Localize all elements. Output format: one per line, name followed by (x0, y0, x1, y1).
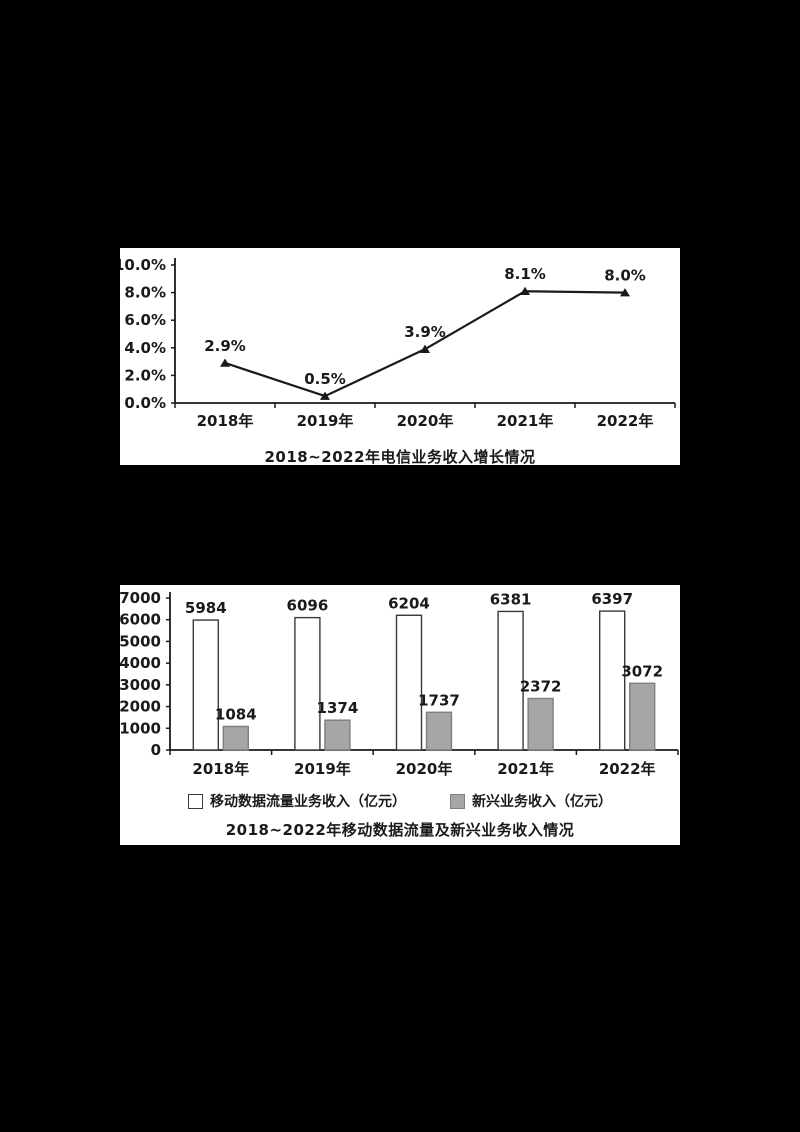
x-category-label: 2022年 (597, 412, 654, 430)
y-tick-label: 4.0% (124, 339, 166, 357)
data-label: 8.0% (604, 267, 646, 285)
bar-chart-title: 2018~2022年移动数据流量及新兴业务收入情况 (225, 821, 575, 839)
y-tick-label: 0.0% (124, 394, 166, 412)
y-tick-label: 2000 (120, 698, 161, 716)
legend-swatch-mobile-data (188, 793, 203, 809)
y-tick-label: 6000 (120, 611, 161, 629)
legend-label-emerging-business: 新兴业务收入（亿元） (472, 794, 612, 810)
y-tick-label: 5000 (120, 632, 161, 650)
y-tick-label: 3000 (120, 676, 161, 694)
telecom-growth-line-chart: 0.0% 2.0% 4.0% 6.0% 8.0% 10.0% 2.9% 2018年 0.5% 20… (120, 256, 676, 430)
x-category-label: 2019年 (297, 412, 354, 430)
x-category-label: 2018年 (192, 760, 249, 778)
data-label: 8.1% (504, 265, 546, 283)
legend-item-emerging-business-revenue: 新兴业务收入（亿元） (450, 791, 612, 811)
bar (599, 610, 626, 751)
bar-data-label: 5984 (185, 599, 227, 617)
marker-triangle (220, 358, 230, 367)
bar (222, 725, 250, 751)
bar (192, 619, 220, 751)
legend-item-mobile-data-revenue: 移动数据流量业务收入（亿元） (188, 791, 406, 811)
bar-data-label: 6096 (287, 597, 329, 615)
y-tick-label: 7000 (120, 589, 161, 607)
bar-data-label: 3072 (621, 662, 663, 680)
y-tick-label: 0 (151, 741, 161, 759)
x-category-label: 2020年 (396, 760, 453, 778)
bar (395, 614, 423, 751)
marker-triangle (320, 391, 330, 400)
bar (294, 616, 321, 751)
bar (497, 610, 524, 751)
data-label: 3.9% (404, 323, 446, 341)
bar-data-label: 1737 (418, 691, 460, 709)
revenue-bar-chart: 0 1000 2000 3000 4000 5000 6000 7000 2018年 5984 10… (120, 589, 679, 778)
y-tick-label: 2.0% (124, 366, 166, 384)
bar-data-label: 1374 (317, 699, 359, 717)
y-tick-label: 10.0% (120, 256, 166, 274)
x-category-label: 2021年 (497, 412, 554, 430)
y-tick-label: 6.0% (124, 311, 166, 329)
x-category-label: 2021年 (497, 760, 554, 778)
marker-triangle (420, 344, 430, 353)
y-tick-label: 8.0% (124, 284, 166, 302)
y-tick-label: 4000 (120, 654, 161, 672)
bar (527, 697, 554, 751)
line-chart-title: 2018~2022年电信业务收入增长情况 (264, 448, 536, 465)
x-category-label: 2019年 (294, 760, 351, 778)
revenue-bar-chart-panel: 0 1000 2000 3000 4000 5000 6000 7000 2018年 5984 10… (120, 585, 680, 845)
legend-label-mobile-data: 移动数据流量业务收入（亿元） (210, 794, 406, 810)
data-label: 0.5% (304, 370, 346, 388)
marker-triangle (520, 286, 530, 296)
bar (629, 682, 656, 751)
line-series (224, 290, 626, 398)
bar-data-label: 1084 (215, 705, 257, 723)
bar (425, 711, 453, 751)
telecom-growth-chart-panel: 0.0% 2.0% 4.0% 6.0% 8.0% 10.0% 2.9% 2018年 0.5% 20… (120, 248, 680, 465)
y-tick-label: 1000 (120, 719, 161, 737)
bar-data-label: 6204 (388, 594, 430, 612)
bar-data-label: 2372 (520, 677, 562, 695)
bar (324, 719, 351, 751)
legend-swatch-emerging-business (450, 793, 465, 809)
marker-triangle (620, 288, 630, 297)
data-label: 2.9% (204, 337, 246, 355)
legend: 移动数据流量业务收入（亿元） 新兴业务收入（亿元） (120, 791, 680, 811)
x-category-label: 2022年 (599, 760, 656, 778)
x-category-label: 2020年 (397, 412, 454, 430)
x-category-label: 2018年 (197, 412, 254, 430)
bar-data-label: 6381 (490, 590, 532, 608)
bar-data-label: 6397 (591, 590, 633, 608)
